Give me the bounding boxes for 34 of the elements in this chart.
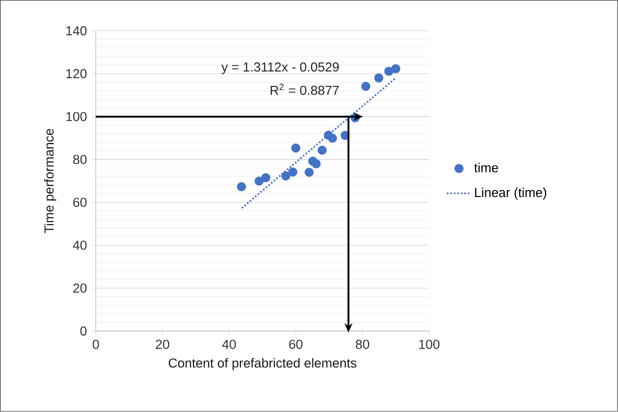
annotation: y = 1.3112x - 0.0529 bbox=[221, 62, 339, 74]
annotation: R$^{2}$ = 0.8877 bbox=[270, 84, 339, 96]
x-tick-label: 20 bbox=[156, 340, 170, 350]
y-tick-label: 20 bbox=[73, 284, 87, 293]
x-axis-title: Content of prefabricted elements bbox=[168, 358, 356, 370]
y-tick-label: 60 bbox=[73, 198, 87, 208]
point bbox=[312, 159, 321, 168]
y-tick-label: 100 bbox=[66, 112, 87, 122]
point bbox=[384, 66, 394, 76]
point bbox=[288, 168, 298, 177]
y-tick-label: 120 bbox=[66, 69, 87, 78]
point bbox=[304, 168, 314, 177]
x-tick-label: 100 bbox=[419, 340, 440, 350]
x-tick-label: 60 bbox=[289, 340, 303, 350]
y-tick-label: 80 bbox=[73, 154, 87, 164]
legend-label: Linear (time) bbox=[475, 188, 546, 200]
point bbox=[236, 182, 246, 192]
point bbox=[328, 134, 337, 143]
point bbox=[374, 74, 384, 83]
point bbox=[254, 176, 264, 186]
y-tick-label: 40 bbox=[72, 240, 87, 250]
y-axis-title: Time performance bbox=[44, 129, 56, 234]
point bbox=[361, 82, 370, 91]
legend-label: time bbox=[474, 162, 498, 172]
x-tick-label: 0 bbox=[92, 340, 99, 350]
point bbox=[281, 172, 290, 181]
y-tick-label: 0 bbox=[80, 326, 87, 336]
y-tick-label: 140 bbox=[66, 26, 87, 36]
x-tick-label: 40 bbox=[222, 340, 236, 350]
point bbox=[318, 146, 327, 155]
point bbox=[261, 173, 270, 182]
point bbox=[291, 144, 300, 153]
point bbox=[391, 64, 400, 74]
x-tick-label: 80 bbox=[356, 340, 370, 350]
